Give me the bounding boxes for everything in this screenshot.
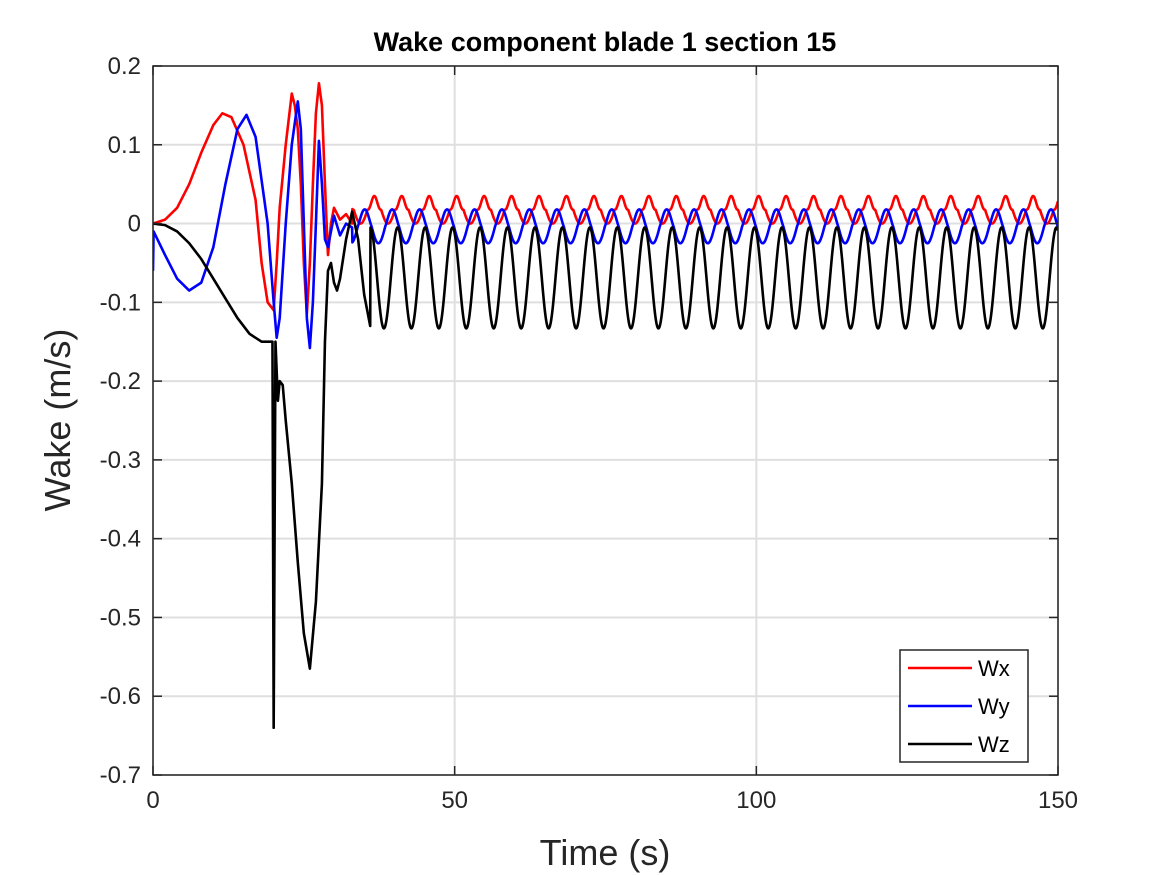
y-tick-label: 0.2 <box>108 53 141 80</box>
y-tick-label: -0.7 <box>100 762 141 789</box>
x-tick-label: 150 <box>1038 787 1078 814</box>
chart-title: Wake component blade 1 section 15 <box>374 27 837 57</box>
axis-ticks: 0 50 100 150 -0.7 -0.6 -0.5 -0.4 -0.3 -0.2 -0.1 0 0.… <box>100 53 1078 814</box>
y-tick-label: -0.1 <box>100 289 141 316</box>
y-tick-label: -0.2 <box>100 368 141 395</box>
x-axis-label: Time (s) <box>540 832 671 873</box>
series-lines <box>153 82 1058 730</box>
y-tick-label: 0.1 <box>108 132 141 159</box>
series-line-wx <box>153 82 1058 316</box>
x-tick-label: 0 <box>146 787 159 814</box>
legend-label-wx: Wx <box>978 656 1010 681</box>
y-tick-label: -0.4 <box>100 526 141 553</box>
legend-label-wy: Wy <box>978 694 1010 719</box>
y-axis-label: Wake (m/s) <box>37 329 78 512</box>
y-tick-label: -0.3 <box>100 447 141 474</box>
y-tick-label: -0.6 <box>100 683 141 710</box>
legend: Wx Wy Wz <box>899 649 1029 763</box>
series-line-wy <box>153 100 1058 350</box>
x-tick-label: 50 <box>441 787 468 814</box>
y-tick-label: 0 <box>128 211 141 238</box>
x-tick-label: 100 <box>736 787 776 814</box>
legend-label-wz: Wz <box>978 732 1010 757</box>
series-line-wz <box>153 210 1058 730</box>
plot-frame <box>152 65 1059 776</box>
y-tick-label: -0.5 <box>100 604 141 631</box>
